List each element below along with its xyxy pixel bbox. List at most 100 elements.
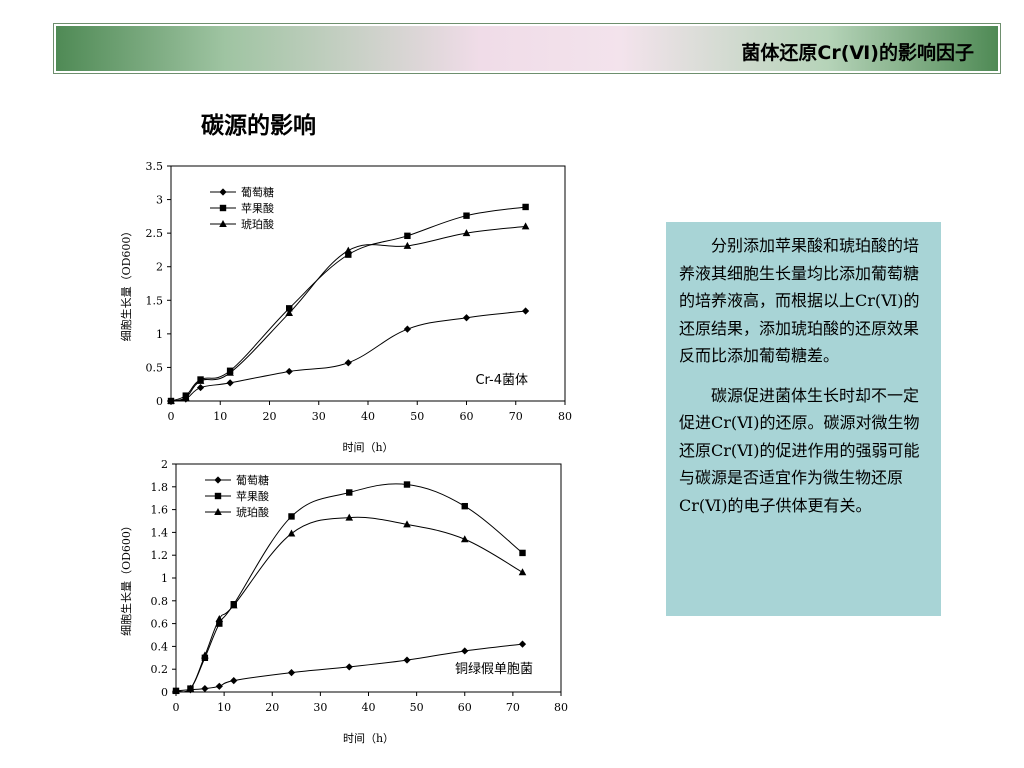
- x-tick-label: 70: [506, 701, 520, 714]
- x-tick-label: 40: [361, 410, 375, 423]
- x-tick-label: 50: [410, 410, 424, 423]
- data-point-3: [345, 513, 354, 521]
- series-line-1: [170, 310, 526, 402]
- y-axis-label: 细胞生长量（OD600）: [119, 226, 133, 342]
- explanation-box: 分别添加苹果酸和琥珀酸的培养液其细胞生长量均比添加葡萄糖的培养液高，而根据以上C…: [666, 222, 941, 616]
- chart-2: 0 10 20 30 40 50 60 70 80 0 0.2 0.4 0.6 0.8 1 1.2 1.4 1.6…: [119, 458, 568, 745]
- data-point-1: [215, 682, 223, 690]
- data-point-1: [287, 669, 296, 677]
- legend-entry-2: 苹果酸: [241, 201, 274, 215]
- x-tick-label: 0: [173, 701, 180, 714]
- y-tick-label: 0: [156, 395, 163, 408]
- x-tick-label: 50: [410, 701, 424, 714]
- x-tick-label: 20: [263, 410, 277, 423]
- x-tick-label: 70: [509, 410, 523, 423]
- x-tick-label: 60: [460, 410, 474, 423]
- y-tick-label: 1.5: [146, 294, 164, 307]
- y-tick-label: 0: [161, 686, 168, 699]
- charts-canvas: 0 10 20 30 40 50 60 70 8000.511.522.533.5时间（h）细胞…: [119, 160, 572, 745]
- chart-1: 0 10 20 30 40 50 60 70 80 0 0.5 1 1.5 2 2.5 3 3.5 时间（h） 细胞…: [119, 160, 572, 454]
- data-point-2: [403, 481, 411, 488]
- data-point-3: [403, 520, 411, 528]
- explanation-paragraph-2: 碳源促进菌体生长时却不一定促进Cr(Ⅵ)的还原。碳源对微生物还原Cr(Ⅵ)的促进…: [679, 385, 920, 515]
- y-tick-label: 1: [161, 572, 168, 585]
- data-point-2: [522, 203, 529, 211]
- y-tick-label: 1.2: [151, 549, 169, 562]
- data-point-1: [345, 663, 353, 671]
- chart-annotation: 铜绿假单胞菌: [455, 662, 533, 677]
- y-tick-label: 0.4: [151, 640, 169, 653]
- data-point-3: [201, 651, 209, 659]
- header-frame: 菌体还原Cr(Ⅵ)的影响因子: [53, 23, 1001, 74]
- data-point-3: [287, 529, 296, 537]
- legend-entry-3: 琥珀酸: [241, 217, 274, 231]
- legend-entry-2: 苹果酸: [236, 489, 269, 503]
- data-point-2: [461, 502, 468, 510]
- data-point-3: [403, 241, 412, 249]
- data-point-3: [229, 601, 238, 609]
- y-tick-label: 0.6: [151, 618, 169, 631]
- series-line-1: [175, 643, 523, 692]
- data-point-1: [403, 325, 411, 333]
- data-point-3: [521, 222, 530, 230]
- data-point-1: [518, 640, 527, 648]
- data-point-1: [344, 359, 352, 367]
- data-point-1: [461, 647, 469, 655]
- y-tick-label: 1.6: [151, 504, 169, 517]
- x-tick-label: 0: [168, 410, 175, 423]
- section-title: 碳源的影响: [201, 112, 316, 139]
- data-point-3: [518, 568, 527, 576]
- legend-marker: [219, 188, 227, 196]
- data-point-2: [519, 549, 526, 557]
- data-point-1: [201, 684, 209, 693]
- y-tick-label: 0.2: [151, 663, 169, 676]
- x-tick-label: 30: [313, 701, 327, 714]
- data-point-1: [462, 314, 471, 322]
- data-point-1: [403, 656, 411, 664]
- y-tick-label: 3.5: [146, 160, 164, 173]
- legend-entry-1: 葡萄糖: [236, 473, 269, 487]
- data-point-3: [196, 376, 205, 384]
- data-point-1: [522, 307, 530, 315]
- data-point-3: [181, 393, 190, 401]
- y-tick-label: 2.5: [146, 227, 164, 240]
- plot-frame: [170, 165, 566, 402]
- x-axis-label: 时间（h）: [343, 732, 394, 745]
- x-tick-label: 80: [558, 410, 572, 423]
- data-point-3: [172, 686, 180, 694]
- x-tick-label: 60: [458, 701, 472, 714]
- data-point-2: [286, 305, 293, 312]
- header-band: 菌体还原Cr(Ⅵ)的影响因子: [56, 26, 998, 71]
- x-tick-label: 40: [362, 701, 376, 714]
- data-point-3: [186, 684, 195, 692]
- data-point-2: [216, 620, 223, 627]
- y-axis-label: 细胞生长量（OD600）: [119, 520, 133, 636]
- y-tick-label: 2: [161, 458, 168, 471]
- legend-entry-3: 琥珀酸: [236, 505, 269, 519]
- data-point-3: [167, 397, 175, 404]
- series-line-3: [175, 516, 523, 693]
- y-tick-label: 3: [156, 194, 163, 207]
- data-point-3: [215, 615, 224, 623]
- data-point-1: [285, 367, 293, 376]
- legend-marker: [219, 220, 227, 227]
- data-point-3: [462, 229, 471, 237]
- y-tick-label: 1: [156, 328, 163, 341]
- y-tick-label: 0.5: [146, 361, 164, 374]
- series-line-2: [170, 206, 526, 402]
- legend-marker: [214, 508, 222, 515]
- y-tick-label: 2: [156, 261, 163, 274]
- x-tick-label: 20: [265, 701, 279, 714]
- data-point-2: [288, 513, 295, 520]
- data-point-3: [226, 368, 234, 376]
- data-point-2: [346, 489, 353, 496]
- explanation-paragraph-1: 分别添加苹果酸和琥珀酸的培养液其细胞生长量均比添加葡萄糖的培养液高，而根据以上C…: [679, 236, 920, 365]
- x-axis-label: 时间（h）: [342, 441, 393, 454]
- data-point-3: [460, 535, 469, 543]
- data-point-2: [404, 232, 411, 240]
- legend-marker: [214, 476, 222, 484]
- data-point-3: [344, 246, 353, 254]
- data-point-1: [226, 379, 234, 387]
- y-tick-label: 0.8: [151, 595, 169, 608]
- y-tick-label: 1.8: [151, 481, 169, 494]
